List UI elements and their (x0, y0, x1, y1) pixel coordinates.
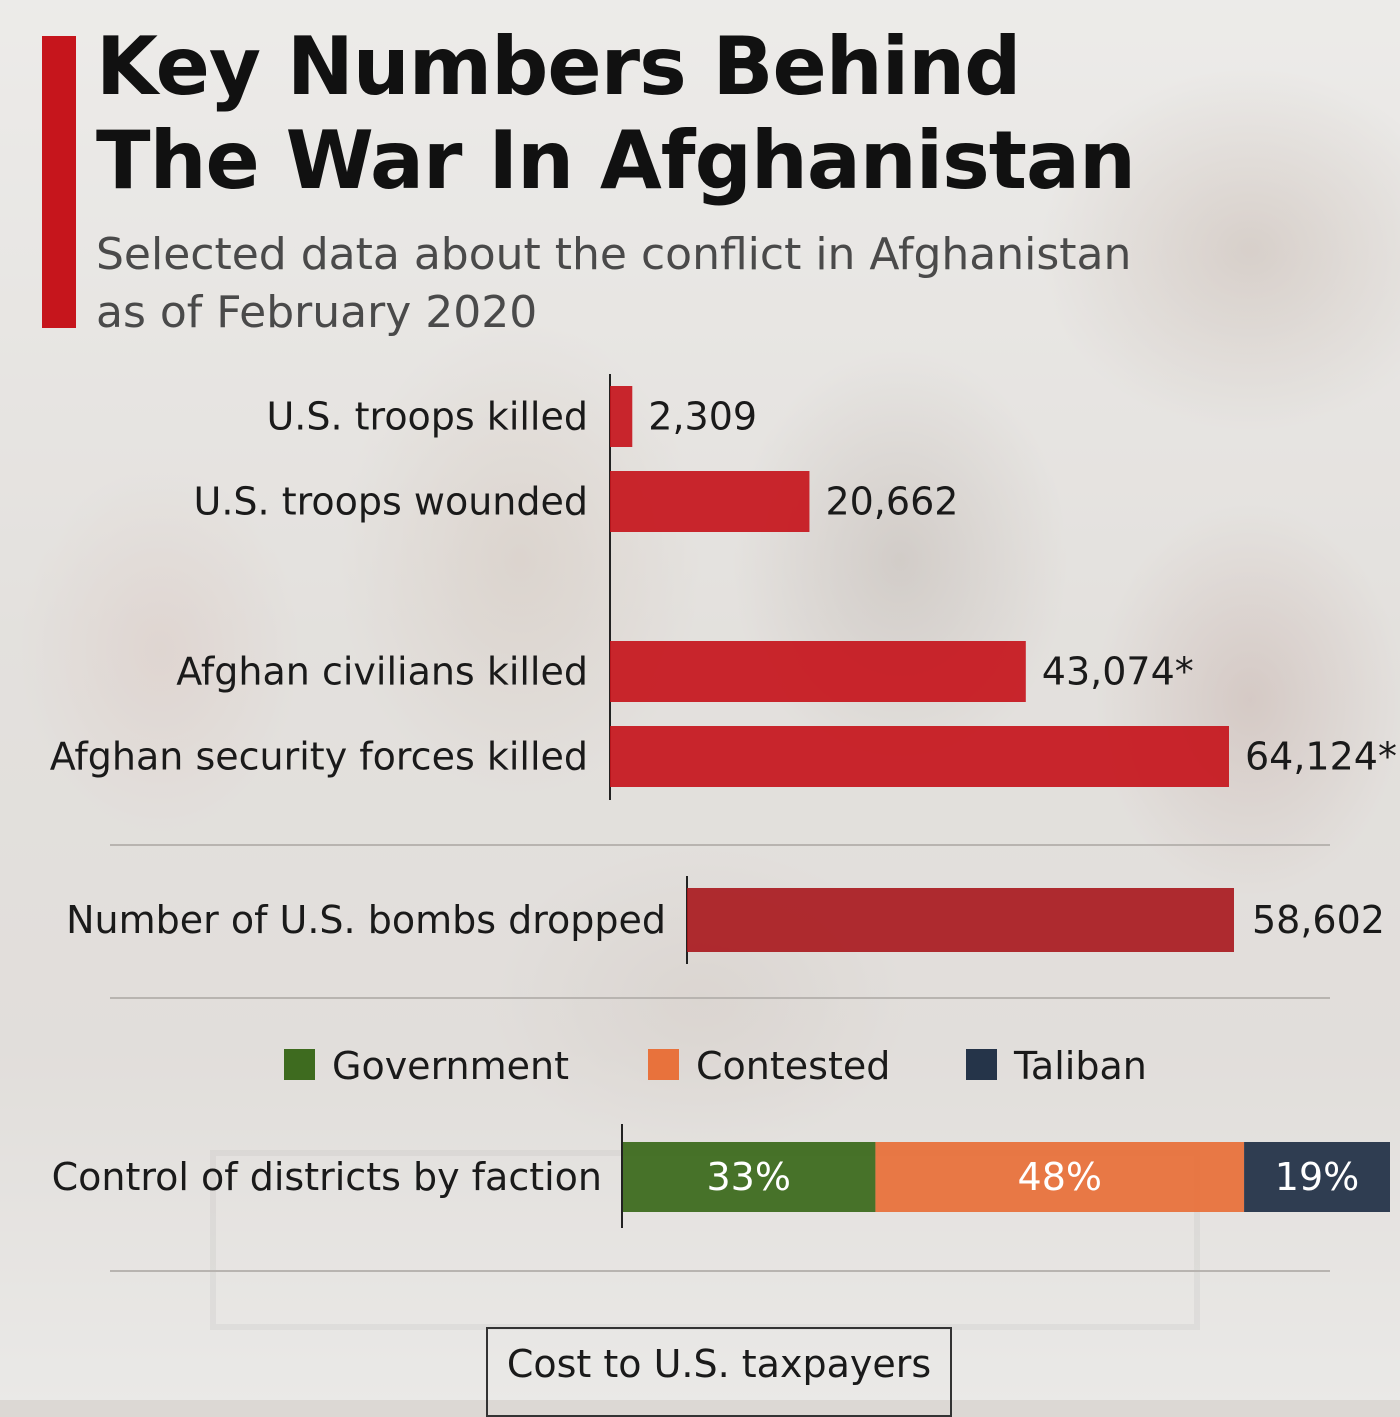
legend-swatch-contested (648, 1049, 679, 1080)
cost-to-taxpayers-box: Cost to U.S. taxpayers (486, 1327, 952, 1417)
category-label-u-s-troops-wounded: U.S. troops wounded (194, 480, 588, 524)
title-line-1: Key Numbers Behind (96, 20, 1021, 113)
category-label-u-s-troops-killed: U.S. troops killed (266, 395, 588, 439)
segment-taliban (1244, 1142, 1390, 1212)
subtitle-line-1: Selected data about the conflict in Afgh… (96, 229, 1132, 280)
value-label-number-of-u-s-bombs-dropped: 58,602 (1252, 898, 1385, 942)
category-label-afghan-civilians-killed: Afghan civilians killed (176, 650, 588, 694)
legend-swatch-government (284, 1049, 315, 1080)
bar-number-of-u-s-bombs-dropped (687, 888, 1234, 952)
value-label-u-s-troops-killed: 2,309 (648, 395, 757, 439)
value-label-u-s-troops-wounded: 20,662 (825, 480, 958, 524)
bar-afghan-civilians-killed (610, 641, 1026, 702)
bar-u-s-troops-wounded (610, 471, 810, 532)
chart-subtitle: Selected data about the conflict in Afgh… (96, 226, 1246, 342)
segment-label-taliban: 19% (1275, 1155, 1359, 1199)
segment-label-government: 33% (706, 1155, 790, 1199)
chart-title: Key Numbers Behind The War In Afghanista… (96, 20, 1196, 208)
category-label-afghan-security-forces-killed: Afghan security forces killed (50, 735, 588, 779)
legend-label-taliban: Taliban (1013, 1044, 1147, 1088)
bar-afghan-security-forces-killed (610, 726, 1229, 787)
legend-swatch-taliban (966, 1049, 997, 1080)
value-label-afghan-civilians-killed: 43,074* (1042, 650, 1194, 694)
bar-u-s-troops-killed (610, 386, 633, 447)
segment-contested (875, 1142, 1245, 1212)
segment-government (622, 1142, 876, 1212)
subtitle-line-2: as of February 2020 (96, 287, 538, 338)
legend-label-contested: Contested (696, 1044, 890, 1088)
value-label-afghan-security-forces-killed: 64,124* (1245, 735, 1397, 779)
category-label-control-of-districts-by-faction: Control of districts by faction (52, 1155, 602, 1199)
title-accent-bar (42, 36, 76, 328)
title-line-2: The War In Afghanistan (96, 114, 1136, 207)
segment-label-contested: 48% (1018, 1155, 1102, 1199)
category-label-number-of-u-s-bombs-dropped: Number of U.S. bombs dropped (66, 898, 666, 942)
legend-label-government: Government (332, 1044, 569, 1088)
